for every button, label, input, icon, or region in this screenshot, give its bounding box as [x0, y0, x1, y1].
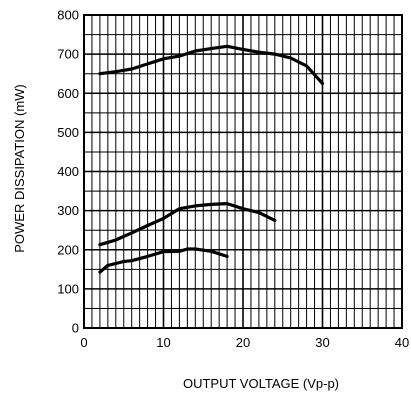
- grid: [84, 15, 402, 328]
- y-tick-label: 400: [57, 164, 79, 179]
- y-tick-label: 600: [57, 86, 79, 101]
- y-tick-label: 700: [57, 47, 79, 62]
- y-tick-label: 0: [72, 321, 79, 336]
- y-tick-label: 300: [57, 203, 79, 218]
- x-tick-label: 10: [156, 335, 170, 350]
- series-line-3: [98, 247, 229, 274]
- x-tick-label: 30: [315, 335, 329, 350]
- y-tick-label: 200: [57, 242, 79, 257]
- series-line-2: [98, 202, 277, 247]
- plot-frame: [83, 14, 403, 329]
- x-tick-label: 20: [236, 335, 250, 350]
- y-tick-label: 500: [57, 125, 79, 140]
- x-tick-label: 0: [80, 335, 87, 350]
- series-layer: [98, 44, 325, 274]
- y-tick-label: 100: [57, 281, 79, 296]
- x-tick-label: 40: [395, 335, 409, 350]
- y-tick-label: 800: [57, 8, 79, 23]
- x-axis-label: OUTPUT VOLTAGE (Vp-p): [183, 376, 339, 391]
- series-line-1: [98, 44, 325, 86]
- y-axis-label: POWER DISSIPATION (mW): [12, 84, 27, 253]
